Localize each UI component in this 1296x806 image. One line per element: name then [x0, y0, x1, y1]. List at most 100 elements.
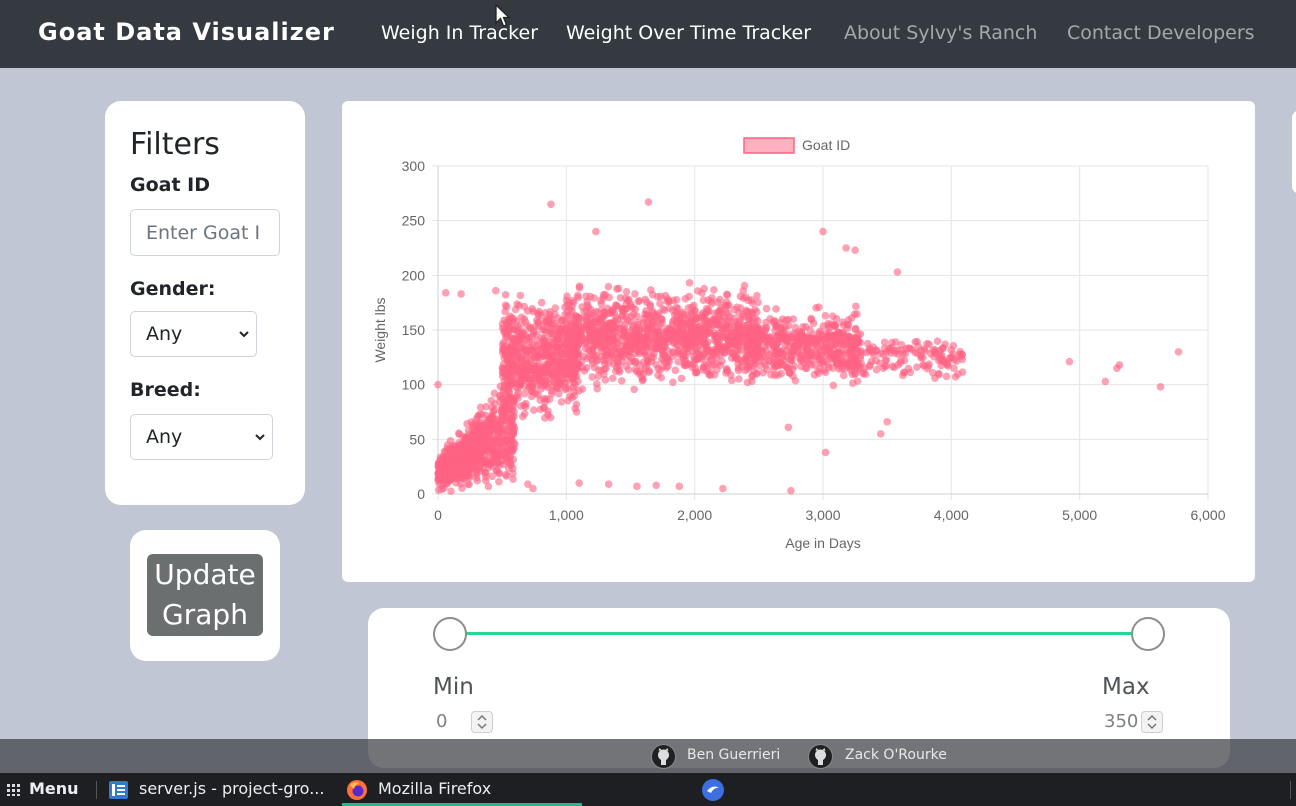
- breed-select[interactable]: Any: [130, 414, 273, 460]
- scatter-point: [911, 348, 920, 357]
- scatter-chart: 0 1,000 2,000 3,000 4,000 5,000 6,000 0 50 100 150…: [372, 137, 1226, 551]
- max-value-input[interactable]: 350: [1104, 711, 1139, 732]
- scatter-point: [509, 317, 517, 326]
- scatter-point: [608, 374, 617, 383]
- scatter-point: [463, 480, 472, 488]
- scatter-point: [807, 314, 815, 323]
- scatter-point: [548, 316, 556, 324]
- scatter-point: [554, 374, 562, 383]
- scatter-point: [785, 368, 794, 377]
- taskbar-separator: [1290, 781, 1291, 799]
- scatter-point: [950, 364, 958, 372]
- y-tick-label: 300: [402, 158, 426, 174]
- scatter-point: [646, 342, 655, 351]
- github-icon[interactable]: [808, 744, 833, 769]
- scatter-point: [654, 309, 663, 318]
- range-track[interactable]: [450, 632, 1150, 635]
- scatter-point: [933, 337, 942, 345]
- scatter-point: [658, 347, 667, 355]
- scatter-point: [753, 291, 761, 300]
- scatter-point: [882, 356, 891, 364]
- scatter-point: [832, 314, 841, 323]
- scatter-point: [474, 432, 482, 440]
- scatter-point: [735, 317, 744, 326]
- scatter-point: [890, 363, 898, 372]
- scatter-point: [573, 364, 582, 373]
- min-value-input[interactable]: 0: [436, 711, 448, 732]
- scatter-point: [829, 381, 838, 390]
- scatter-point: [863, 339, 872, 348]
- scatter-point: [561, 385, 570, 394]
- scatter-point: [636, 344, 644, 353]
- scatter-point: [520, 302, 529, 311]
- nav-link-weigh-in[interactable]: Weigh In Tracker: [381, 22, 539, 44]
- brand-title[interactable]: Goat Data Visualizer: [38, 18, 335, 46]
- taskbar-item-firefox[interactable]: Mozilla Firefox: [378, 779, 492, 798]
- author-ben[interactable]: Ben Guerrieri: [687, 747, 781, 763]
- scatter-point: [482, 402, 490, 411]
- scatter-point: [495, 469, 503, 478]
- scatter-point: [672, 303, 681, 312]
- scatter-point: [876, 349, 885, 358]
- scatter-point: [695, 328, 704, 336]
- scatter-point: [834, 348, 843, 357]
- scatter-point: [787, 486, 795, 495]
- scatter-point: [527, 387, 536, 395]
- scatter-point: [622, 287, 631, 296]
- scatter-point: [573, 291, 582, 300]
- scatter-point: [505, 387, 513, 395]
- gender-select[interactable]: Any: [130, 311, 257, 357]
- taskbar-menu-button[interactable]: Menu: [29, 779, 79, 798]
- firefox-icon: [347, 780, 367, 800]
- scatter-point: [588, 373, 597, 381]
- scatter-point: [708, 294, 716, 302]
- x-tick-label: 3,000: [805, 507, 840, 523]
- min-spinner-icon[interactable]: [471, 711, 493, 733]
- scatter-point: [734, 364, 743, 372]
- scatter-point: [504, 427, 512, 436]
- scatter-point: [813, 346, 822, 354]
- scatter-point: [642, 351, 651, 360]
- scatter-point: [680, 310, 688, 319]
- scatter-point: [644, 198, 653, 206]
- scatter-point: [458, 484, 466, 492]
- tray-app-icon[interactable]: [700, 778, 726, 802]
- scatter-point: [601, 376, 610, 384]
- scatter-point: [626, 357, 634, 366]
- scatter-point: [491, 406, 499, 414]
- scatter-point: [572, 334, 581, 342]
- max-spinner-icon[interactable]: [1141, 711, 1163, 733]
- nav-link-about[interactable]: About Sylvy's Ranch: [844, 22, 1038, 44]
- scatter-point: [723, 346, 732, 355]
- footer-bar: Ben Guerrieri Zack O'Rourke: [0, 739, 1296, 773]
- range-min-handle[interactable]: [433, 617, 467, 651]
- y-tick-label: 150: [402, 322, 426, 338]
- min-label: Min: [433, 674, 474, 700]
- nav-link-weight-over-time[interactable]: Weight Over Time Tracker: [566, 22, 812, 44]
- scatter-point: [589, 318, 598, 326]
- scatter-point: [798, 333, 806, 342]
- nav-link-contact[interactable]: Contact Developers: [1067, 22, 1255, 44]
- scatter-point: [520, 389, 529, 398]
- scatter-point: [520, 409, 529, 418]
- update-graph-button[interactable]: Update Graph: [147, 554, 263, 636]
- author-zack[interactable]: Zack O'Rourke: [845, 747, 947, 763]
- scatter-point: [630, 385, 639, 394]
- scatter-point: [631, 338, 640, 347]
- y-tick-label: 200: [402, 267, 426, 283]
- scatter-point: [896, 359, 905, 367]
- scatter-point: [842, 244, 850, 252]
- x-tick-label: 6,000: [1190, 507, 1225, 523]
- x-tick-label: 5,000: [1062, 507, 1097, 523]
- scatter-point: [516, 291, 525, 300]
- github-icon[interactable]: [651, 744, 676, 769]
- scatter-point: [602, 364, 610, 373]
- scatter-point: [735, 309, 743, 317]
- scatter-point: [761, 361, 770, 370]
- scatter-point: [513, 391, 521, 400]
- scatter-point: [880, 338, 889, 347]
- taskbar-item-editor[interactable]: server.js - project-gro...: [139, 779, 325, 798]
- scatter-point: [560, 316, 569, 325]
- range-max-handle[interactable]: [1131, 617, 1165, 651]
- goat-id-input[interactable]: Enter Goat I: [130, 209, 280, 256]
